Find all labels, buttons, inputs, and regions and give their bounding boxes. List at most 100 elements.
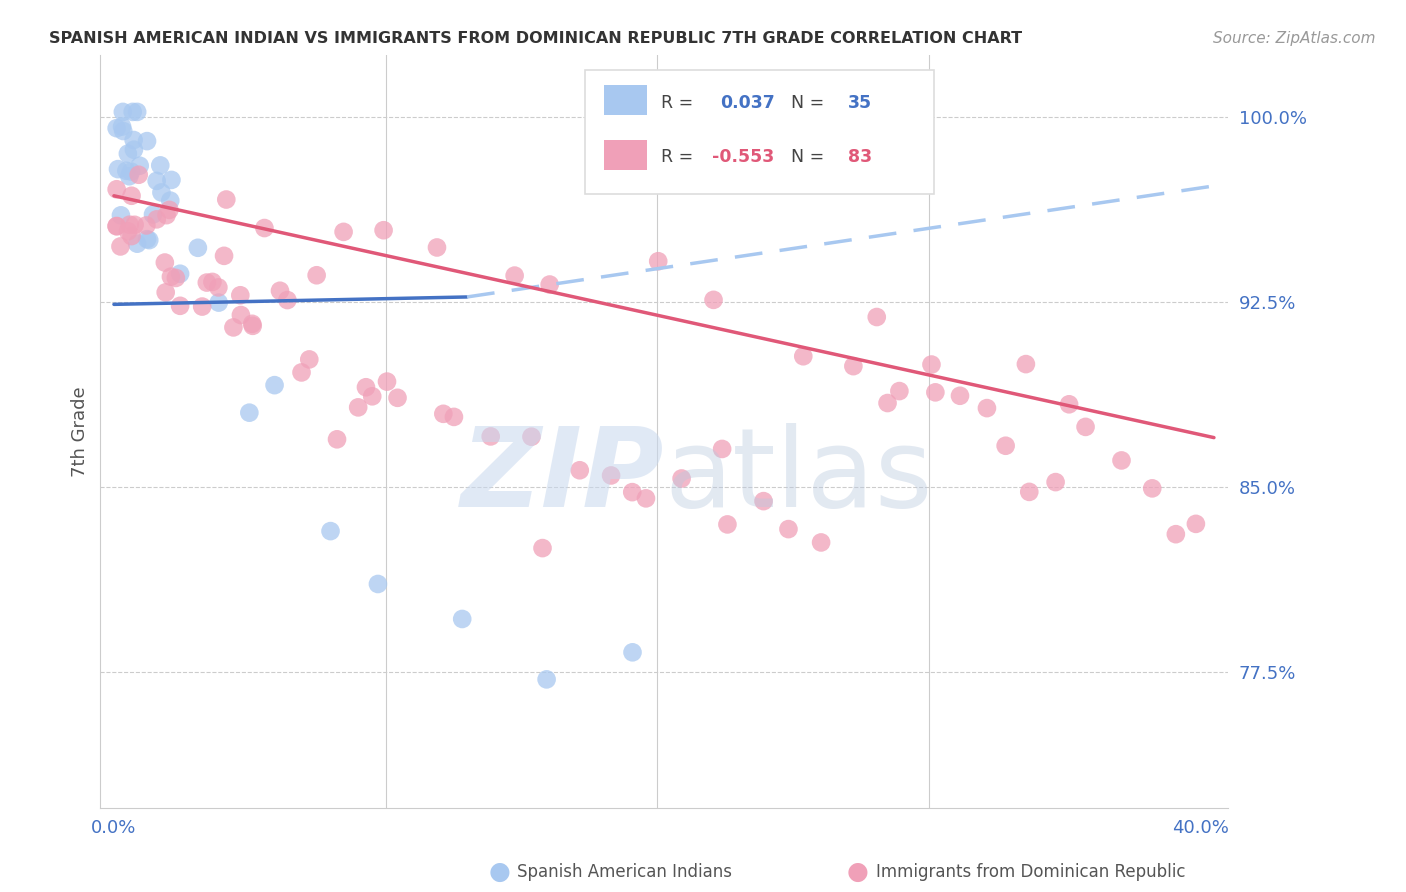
Text: 0.037: 0.037 [720,94,775,112]
Point [1185,516,1208,531]
Point [169,267,191,281]
Point [503,268,526,283]
Point [117,224,139,238]
Point [647,254,669,268]
Point [538,277,561,292]
Point [1074,420,1097,434]
Point [531,541,554,555]
Point [111,104,134,119]
Point [367,577,389,591]
Point [889,384,911,398]
Point [215,193,238,207]
Point [920,358,942,372]
Point [121,188,143,202]
Point [105,182,128,196]
Point [568,463,591,477]
Point [121,229,143,244]
Point [222,320,245,334]
Point [229,288,252,302]
Point [155,285,177,300]
Point [520,430,543,444]
Point [159,194,181,208]
Point [242,318,264,333]
Point [110,208,132,222]
Point [621,485,644,500]
Point [107,162,129,177]
Point [600,468,623,483]
Point [375,375,398,389]
Point [138,233,160,247]
Text: Source: ZipAtlas.com: Source: ZipAtlas.com [1212,31,1375,46]
Point [276,293,298,307]
Point [212,249,235,263]
Point [115,163,138,178]
Text: atlas: atlas [664,423,932,530]
Point [157,202,180,217]
Point [949,389,972,403]
Point [253,221,276,235]
Text: ZIP: ZIP [460,423,664,530]
Text: SPANISH AMERICAN INDIAN VS IMMIGRANTS FROM DOMINICAN REPUBLIC 7TH GRADE CORRELAT: SPANISH AMERICAN INDIAN VS IMMIGRANTS FR… [49,31,1022,46]
Point [778,522,800,536]
Point [536,673,558,687]
Point [118,218,141,232]
Point [160,173,183,187]
Point [810,535,832,549]
Point [105,219,128,234]
Point [1045,475,1067,489]
Point [229,308,252,322]
Text: 83: 83 [848,148,872,166]
Point [792,349,814,363]
Point [165,271,187,285]
Point [842,359,865,373]
Point [195,276,218,290]
Point [201,275,224,289]
Point [326,432,349,446]
FancyBboxPatch shape [585,70,935,194]
Point [238,406,260,420]
Point [711,442,734,456]
Point [240,317,263,331]
Point [1111,453,1133,467]
Point [1164,527,1187,541]
Point [112,124,135,138]
Point [976,401,998,416]
Point [120,164,142,178]
Bar [605,140,647,170]
Text: 35: 35 [848,94,872,112]
Point [347,401,370,415]
Point [127,104,149,119]
Point [124,218,146,232]
Text: Spanish American Indians: Spanish American Indians [517,863,733,881]
Point [290,366,312,380]
Point [127,236,149,251]
Point [426,240,449,254]
Point [142,207,165,221]
Point [150,186,173,200]
Point [128,168,150,182]
Point [671,471,693,485]
Point [319,524,342,538]
Point [298,352,321,367]
Point [451,612,474,626]
Point [160,269,183,284]
Point [145,212,167,227]
Point [105,121,128,136]
Point [117,146,139,161]
Point [443,409,465,424]
Point [1142,481,1164,495]
Point [876,396,898,410]
Point [155,208,177,222]
Point [149,158,172,172]
Point [263,378,285,392]
Point [118,169,141,184]
Point [208,295,231,310]
Point [153,255,176,269]
Point [716,517,738,532]
Point [207,280,229,294]
Point [432,407,454,421]
Point [332,225,354,239]
Bar [605,86,647,115]
Point [136,134,159,148]
Point [387,391,409,405]
